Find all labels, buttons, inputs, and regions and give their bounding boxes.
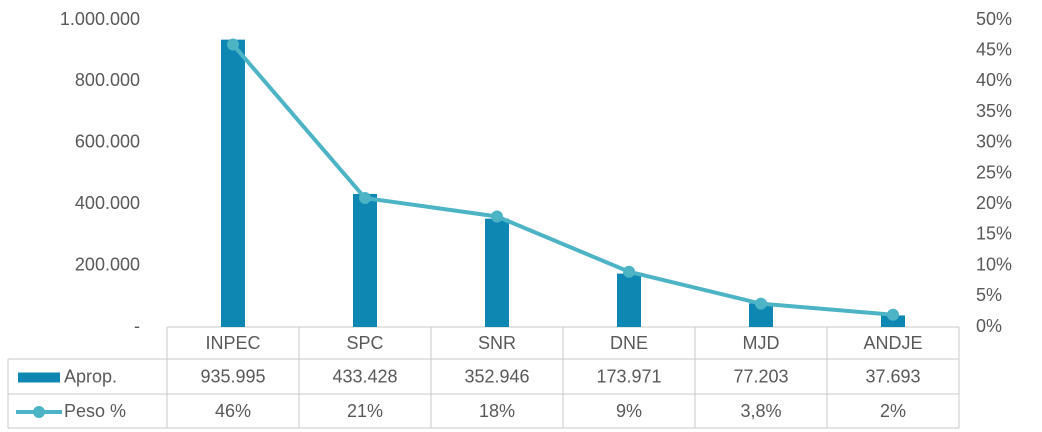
y-tick-label: 800.000	[75, 70, 140, 90]
y2-tick-label: 45%	[976, 39, 1012, 59]
table-value: 46%	[215, 401, 251, 421]
line-marker	[755, 297, 767, 310]
bar	[881, 315, 905, 327]
line-marker	[623, 265, 635, 278]
table-value: 2%	[880, 401, 906, 421]
category-label: ANDJE	[863, 333, 922, 353]
y-tick-label: 400.000	[75, 193, 140, 213]
legend-label: Peso %	[64, 401, 126, 421]
line-marker	[359, 192, 371, 205]
y2-tick-label: 40%	[976, 70, 1012, 90]
category-label: SNR	[478, 333, 516, 353]
bar	[485, 218, 509, 327]
line-marker	[887, 308, 899, 321]
line	[231, 43, 894, 317]
y2-tick-label: 15%	[976, 224, 1012, 244]
line-marker	[491, 210, 503, 223]
category-label: INPEC	[205, 333, 260, 353]
legend-swatch	[18, 372, 60, 383]
bar	[353, 193, 377, 327]
table-value: 352.946	[464, 366, 529, 386]
category-label: DNE	[610, 333, 648, 353]
bar	[749, 303, 773, 327]
y2-tick-label: 5%	[976, 285, 1002, 305]
y2-tick-label: 10%	[976, 254, 1012, 274]
category-label: MJD	[743, 333, 780, 353]
y2-tick-label: 0%	[976, 316, 1002, 336]
table-value: 18%	[479, 401, 515, 421]
y2-tick-label: 25%	[976, 162, 1012, 182]
table-value: 21%	[347, 401, 383, 421]
bar	[617, 273, 641, 327]
y-tick-label: 600.000	[75, 132, 140, 152]
y-tick-label: 200.000	[75, 254, 140, 274]
bar	[221, 39, 245, 327]
y2-tick-label: 20%	[976, 193, 1012, 213]
y2-tick-label: 35%	[976, 101, 1012, 121]
legend-label: Aprop.	[64, 366, 117, 386]
y-tick-label: 1.000.000	[60, 9, 140, 29]
table-value: 3,8%	[740, 401, 781, 421]
y-tick-label: -	[134, 316, 140, 336]
table-value: 37.693	[865, 366, 920, 386]
category-label: SPC	[346, 333, 383, 353]
table-value: 433.428	[332, 366, 397, 386]
legend-marker	[33, 406, 45, 418]
line-marker	[227, 38, 239, 51]
y2-tick-label: 50%	[976, 9, 1012, 29]
y2-tick-label: 30%	[976, 132, 1012, 152]
table-value: 935.995	[200, 366, 265, 386]
table-value: 173.971	[596, 366, 661, 386]
table-value: 77.203	[733, 366, 788, 386]
table-value: 9%	[616, 401, 642, 421]
